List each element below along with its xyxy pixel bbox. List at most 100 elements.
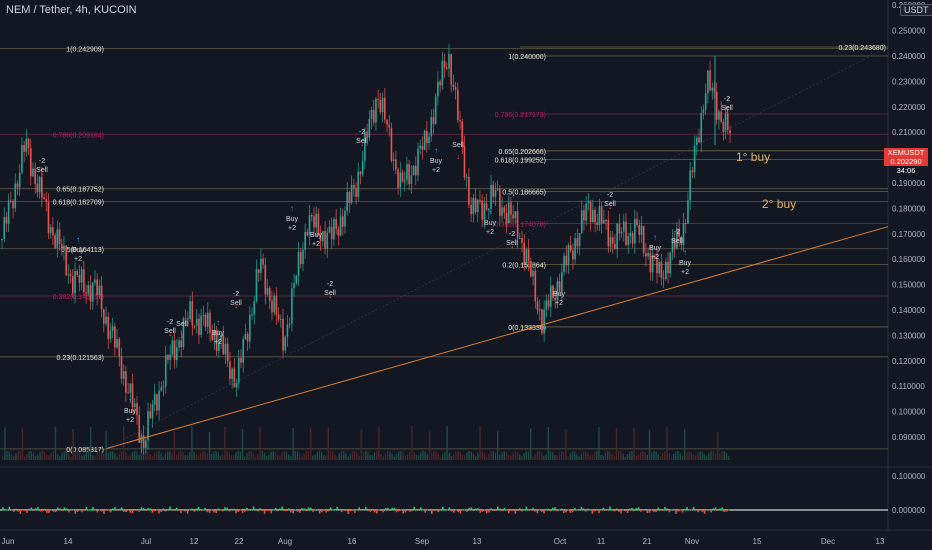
candle-body — [527, 249, 530, 262]
osc-bar — [373, 510, 376, 513]
candle-body — [271, 300, 273, 313]
osc-bar — [508, 510, 510, 514]
volume-bar — [424, 451, 426, 460]
osc-bar — [402, 510, 404, 514]
candle-body — [350, 184, 353, 203]
candle-body — [463, 145, 466, 178]
volume-bar — [719, 453, 721, 460]
fib-label-right: 0.382(0.174078) — [495, 221, 546, 228]
x-tick-label: 16 — [348, 537, 357, 546]
volume-bar — [494, 452, 497, 460]
price-tag-price: 0.202290 — [890, 157, 922, 166]
osc-bar — [312, 510, 314, 512]
candle-body — [598, 206, 601, 226]
volume-bar — [723, 451, 725, 460]
candle-body — [282, 318, 284, 351]
osc-bar — [547, 508, 550, 511]
osc-bar — [316, 509, 319, 511]
volume-bar — [409, 451, 411, 460]
volume-bar — [277, 455, 279, 460]
osc-bar — [43, 508, 46, 511]
osc-bar — [470, 507, 473, 511]
volume-bar — [171, 452, 173, 460]
volume-bar — [37, 454, 39, 460]
volume-bar — [624, 456, 626, 460]
osc-bar — [580, 506, 583, 511]
osc-bar — [600, 510, 602, 511]
osc-bar — [41, 510, 44, 512]
fib-label-left: 0.618(0.182709) — [53, 200, 104, 207]
osc-bar — [94, 509, 96, 511]
volume-bar — [26, 453, 28, 460]
osc-bar — [169, 506, 171, 511]
candle-body — [29, 148, 32, 177]
candle-body — [676, 228, 678, 249]
candle-body — [645, 253, 647, 257]
osc-bar — [457, 510, 459, 513]
candle-body — [202, 314, 205, 316]
volume-bar — [164, 453, 167, 460]
candle-body — [554, 297, 556, 301]
osc-bar — [189, 509, 191, 511]
volume-bar — [32, 452, 35, 460]
osc-bar — [299, 510, 301, 513]
fib-label-right: 0(0.133330) — [508, 325, 546, 332]
candle-body — [357, 171, 360, 197]
osc-bar — [701, 510, 704, 512]
currency-badge[interactable]: USDT — [900, 4, 932, 16]
osc-bar — [120, 507, 123, 511]
candle-body — [629, 233, 632, 237]
osc-bar — [503, 507, 506, 511]
candle-body — [25, 138, 28, 152]
volume-bar — [362, 451, 365, 460]
volume-bar — [543, 455, 545, 460]
volume-bar — [569, 453, 571, 460]
candle-body — [530, 261, 532, 277]
volume-bar — [721, 451, 723, 460]
osc-tick-label: 0.100000 — [892, 472, 926, 481]
volume-bar — [684, 429, 686, 460]
volume-bar — [706, 456, 708, 460]
volume-bar — [129, 454, 131, 460]
candle-body — [607, 220, 610, 247]
osc-bar — [246, 507, 248, 511]
osc-bar — [646, 510, 649, 514]
osc-bar — [35, 508, 37, 511]
osc-bar — [437, 510, 440, 513]
candle-body — [523, 242, 526, 265]
candle-body — [133, 403, 136, 408]
candle-body — [12, 201, 14, 209]
trendline — [104, 226, 889, 450]
candle-body — [525, 249, 528, 265]
sell-arrow-icon: ↓ — [608, 202, 612, 211]
candle-body — [54, 235, 56, 249]
sell-arrow-icon: ↓ — [456, 152, 460, 161]
candle-body — [277, 314, 280, 320]
osc-bar — [464, 509, 466, 511]
buy-arrow-icon: ↑ — [128, 396, 132, 405]
osc-bar — [17, 510, 19, 512]
volume-bar — [230, 455, 233, 460]
volume-bar — [250, 451, 252, 460]
candle-body — [651, 255, 654, 273]
candle-body — [689, 170, 691, 201]
candle-body — [136, 403, 138, 416]
candle-body — [100, 285, 103, 310]
candle-body — [213, 330, 216, 341]
osc-bar — [197, 506, 200, 511]
symbol-title[interactable]: NEM / Tether, 4h, KUCOIN — [6, 4, 137, 16]
osc-bar — [439, 509, 442, 511]
candle-body — [481, 200, 483, 220]
osc-bar — [706, 509, 708, 511]
volume-bar — [43, 452, 46, 460]
osc-bar — [259, 508, 261, 511]
osc-bar — [153, 510, 156, 512]
candle-body — [129, 383, 132, 393]
volume-bar — [310, 427, 312, 460]
osc-bar — [215, 510, 217, 514]
volume-bar — [46, 455, 48, 460]
osc-bar — [409, 510, 411, 512]
volume-bar — [653, 451, 655, 460]
volume-bar — [180, 451, 182, 460]
